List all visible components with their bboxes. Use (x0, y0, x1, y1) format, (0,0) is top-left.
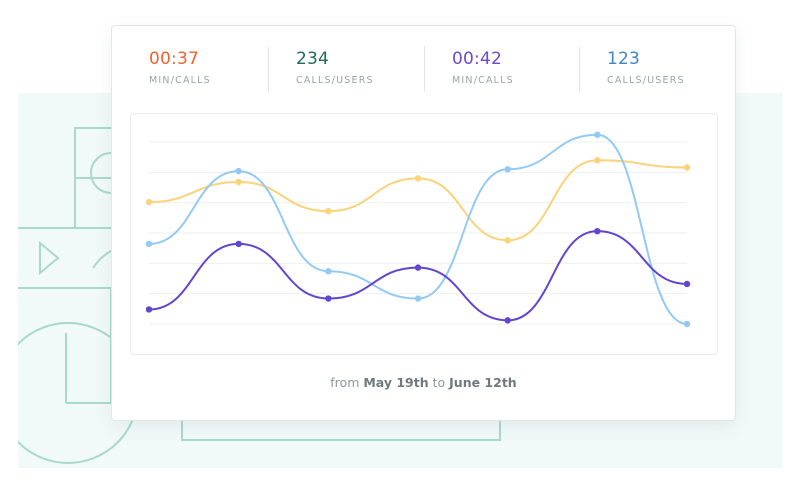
stat-avg-min-calls-1: 00:37 MIN/CALLS (149, 48, 211, 104)
stat-value: 00:37 (149, 49, 199, 69)
stat-label: CALLS/USERS (296, 75, 374, 86)
data-point (414, 295, 422, 302)
stat-divider (424, 46, 425, 92)
data-point (414, 175, 422, 182)
stat-label: CALLS/USERS (607, 75, 685, 86)
stat-calls-users-2: 123 CALLS/USERS (607, 48, 685, 104)
caption-prefix: from (330, 375, 360, 390)
stat-label: MIN/CALLS (149, 75, 211, 86)
data-point (683, 164, 691, 171)
stat-value: 234 (296, 49, 330, 69)
caption-joiner: to (432, 375, 446, 390)
data-point (145, 198, 153, 206)
data-point (594, 227, 601, 235)
stat-divider (579, 46, 580, 92)
data-point (594, 131, 601, 138)
data-point (594, 157, 601, 164)
data-point (504, 237, 511, 244)
data-point (235, 178, 242, 186)
line-chart-plot (145, 131, 691, 328)
data-point (325, 295, 332, 302)
caption-end-date: June 12th (449, 375, 517, 390)
series-line-3 (148, 230, 688, 322)
date-range-caption: from May 19th to June 12th (112, 375, 735, 390)
data-point (235, 240, 242, 248)
stat-value: 00:42 (452, 49, 502, 69)
data-point (145, 306, 153, 313)
stat-avg-min-calls-2: 00:42 MIN/CALLS (452, 48, 514, 104)
caption-start-date: May 19th (363, 375, 429, 390)
stat-divider (268, 46, 269, 92)
stat-value: 123 (607, 49, 641, 69)
data-point (504, 166, 511, 173)
line-chart (130, 113, 718, 355)
stats-card: 00:37 MIN/CALLS 234 CALLS/USERS 00:42 MI… (111, 25, 736, 421)
data-point (683, 280, 691, 288)
data-point (414, 264, 422, 271)
stat-calls-users-1: 234 CALLS/USERS (296, 48, 374, 104)
data-point (145, 240, 153, 248)
data-point (504, 317, 511, 324)
data-point (235, 167, 242, 175)
stat-label: MIN/CALLS (452, 75, 514, 86)
data-point (683, 320, 691, 328)
data-point (325, 268, 332, 275)
data-point (325, 207, 332, 215)
